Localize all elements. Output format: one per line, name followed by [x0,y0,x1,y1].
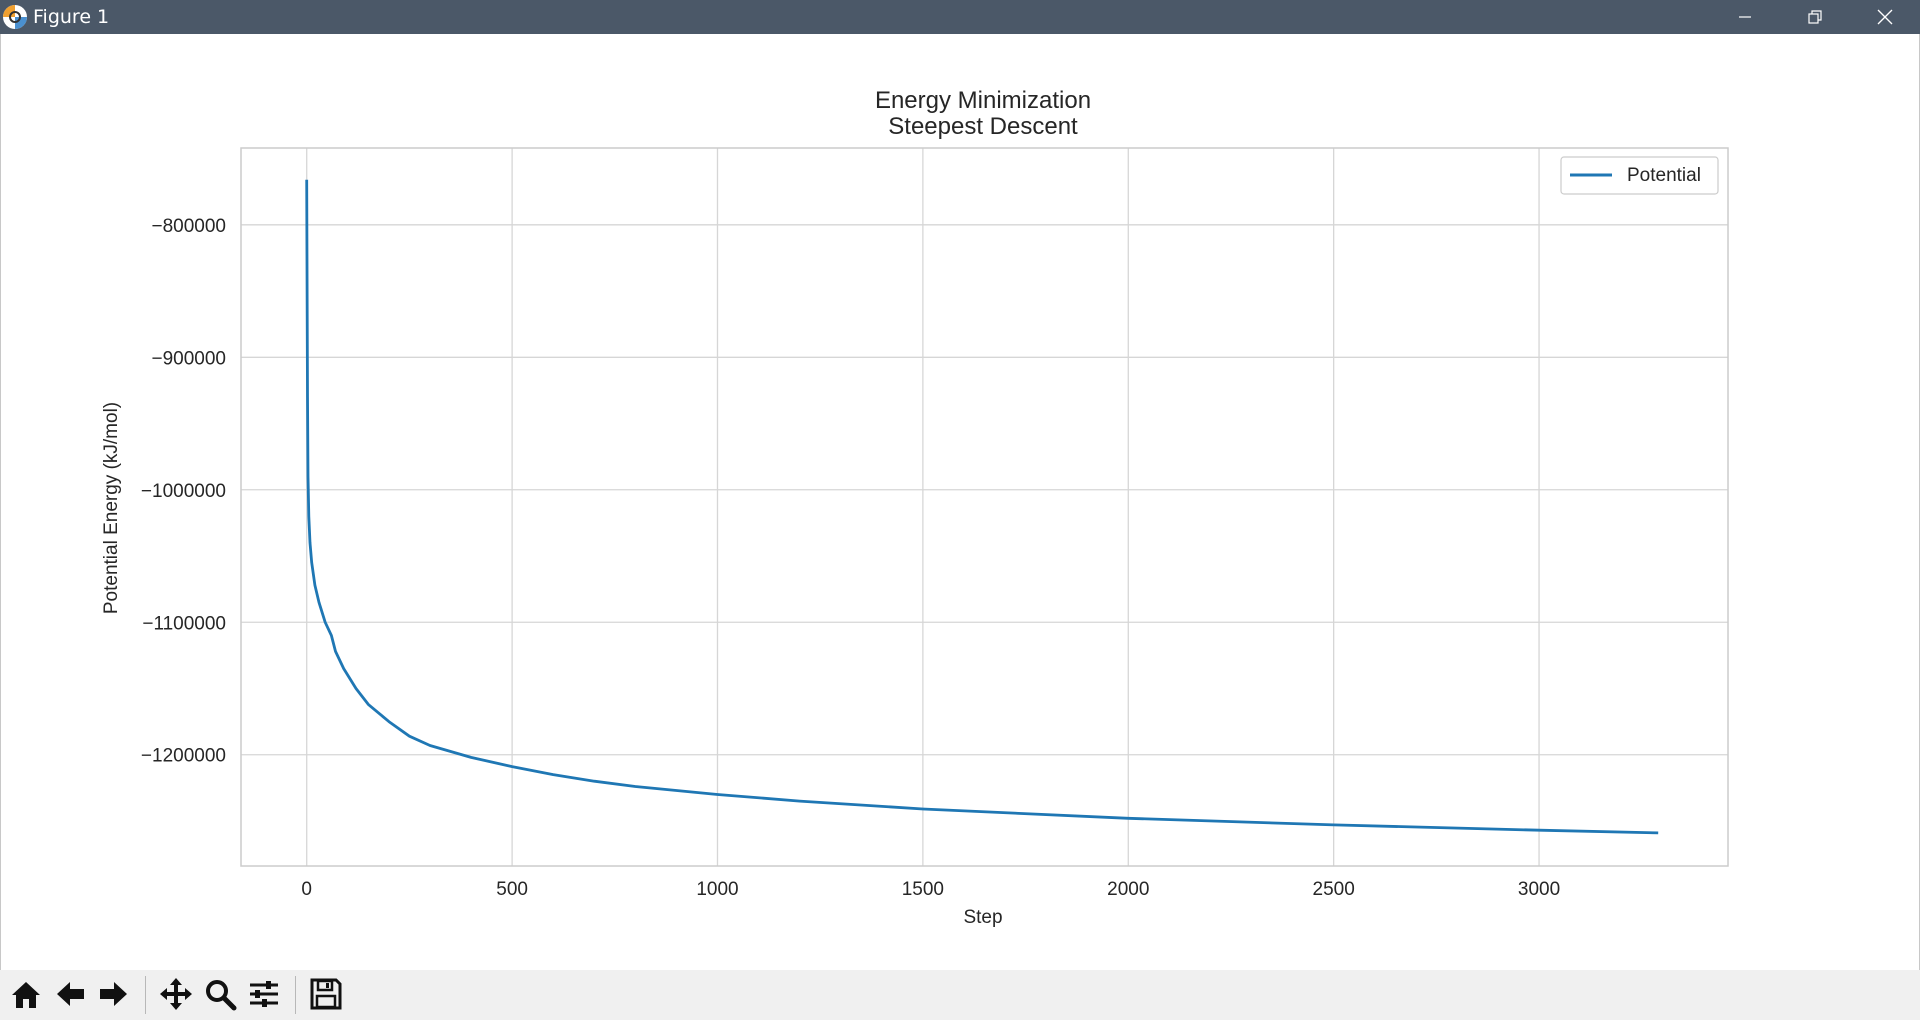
pan-button[interactable] [156,974,196,1014]
back-arrow-icon [57,982,84,1006]
y-tick-label: −1100000 [142,613,226,634]
close-button[interactable] [1850,0,1920,34]
y-tick-label: −800000 [152,216,227,237]
x-tick-label: 3000 [1518,879,1560,900]
y-tick-label: −1200000 [141,746,226,767]
y-tick-label: −900000 [152,348,227,369]
y-tick-labels: −800000 −900000 −1000000 −1100000 −1200000 [141,216,226,767]
x-tick-labels: 0 500 1000 1500 2000 2500 3000 [301,879,1560,900]
legend-box [1560,156,1719,195]
x-tick-label: 2500 [1313,879,1355,900]
chart-canvas: −800000 −900000 −1000000 −1100000 −1200000 0… [101,87,1729,928]
x-tick-label: 500 [496,879,528,900]
x-tick-label: 1500 [902,879,944,900]
matplotlib-app-icon [3,5,27,29]
window-titlebar: Figure 1 [0,0,1920,34]
navigation-toolbar [0,970,1920,1020]
legend-label-potential: Potential [1627,165,1701,186]
forward-arrow-icon [100,982,127,1006]
configure-subplots-button[interactable] [244,974,284,1014]
restore-button[interactable] [1780,0,1850,34]
x-tick-label: 0 [301,879,312,900]
forward-button[interactable] [94,974,134,1014]
x-tick-label: 1000 [696,879,738,900]
series-lines [305,179,1659,835]
pan-icon [160,978,192,1010]
x-axis-label: Step [963,907,1002,928]
series-line-potential [305,179,1659,835]
plot-area [240,147,1729,867]
window-title: Figure 1 [33,6,110,28]
zoom-button[interactable] [200,974,240,1014]
y-tick-label: −1000000 [141,481,226,502]
minimize-button[interactable] [1710,0,1780,34]
zoom-icon [206,980,237,1011]
configure-subplots-icon [250,981,278,1007]
home-icon [12,982,40,1008]
home-button[interactable] [6,974,46,1014]
y-axis-label: Potential Energy (kJ/mol) [101,402,122,614]
chart-title: Energy Minimization [875,87,1091,114]
minimize-icon [1739,16,1751,18]
restore-icon [1808,10,1822,24]
x-tick-label: 2000 [1107,879,1149,900]
grid [241,148,1728,866]
save-button[interactable] [306,974,346,1014]
legend: Potential [1560,156,1719,195]
save-icon [310,978,342,1010]
close-icon [1877,9,1893,25]
chart-subtitle: Steepest Descent [888,113,1078,140]
back-button[interactable] [50,974,90,1014]
